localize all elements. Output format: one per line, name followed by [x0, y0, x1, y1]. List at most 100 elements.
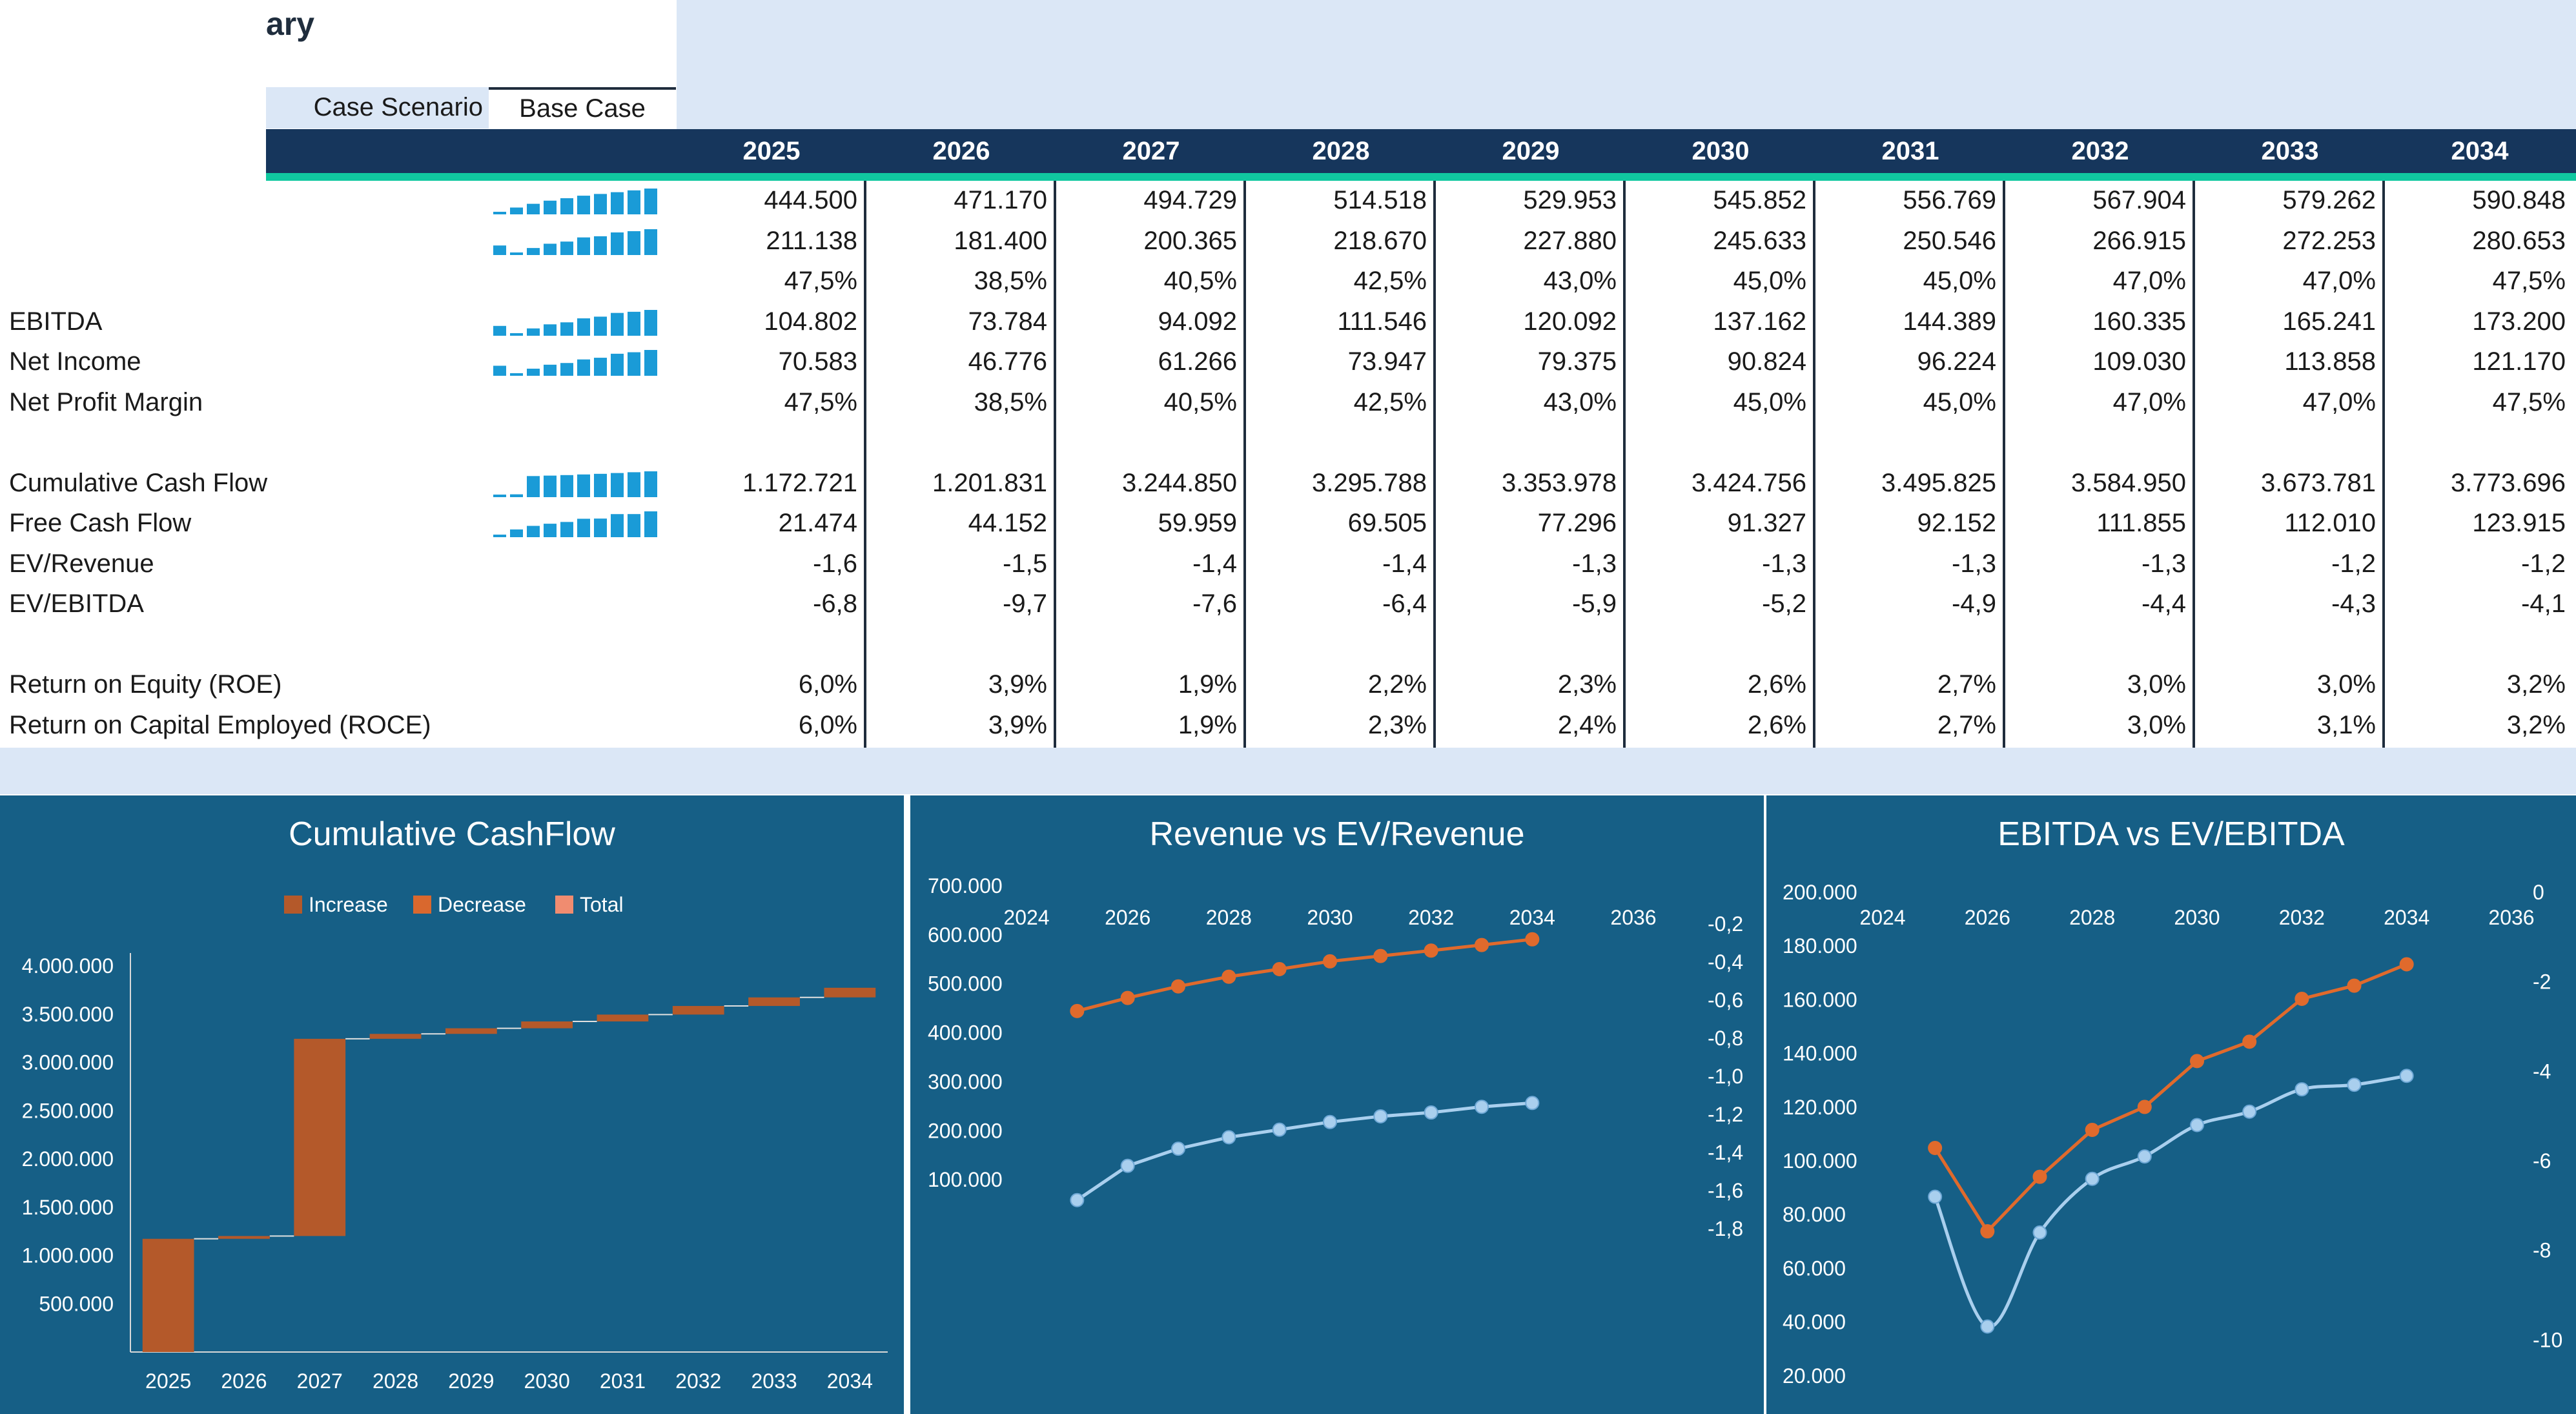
table-cell[interactable]: 42,5% [1353, 387, 1427, 416]
table-cell[interactable]: 2,3% [1367, 710, 1427, 739]
table-cell[interactable]: 70.583 [778, 347, 857, 376]
table-cell[interactable]: 2,4% [1557, 710, 1617, 739]
scenario-dropdown[interactable]: Base Case [489, 87, 676, 128]
table-cell[interactable]: -4,1 [2521, 589, 2566, 618]
table-cell[interactable]: 1.201.831 [932, 468, 1047, 497]
table-cell[interactable]: 77.296 [1537, 509, 1617, 537]
table-cell[interactable]: 92.152 [1917, 509, 1996, 537]
table-cell[interactable]: -4,3 [2331, 589, 2376, 618]
table-cell[interactable]: 227.880 [1523, 226, 1617, 255]
table-cell[interactable]: 47,5% [2492, 387, 2566, 416]
table-cell[interactable]: 218.670 [1333, 226, 1427, 255]
table-cell[interactable]: 120.092 [1523, 307, 1617, 336]
table-cell[interactable]: 144.389 [1903, 307, 1996, 336]
table-cell[interactable]: 69.505 [1347, 509, 1427, 537]
table-cell[interactable]: -4,4 [2142, 589, 2186, 618]
table-cell[interactable]: 272.253 [2282, 226, 2376, 255]
table-cell[interactable]: 2,6% [1747, 670, 1806, 699]
table-cell[interactable]: 123.915 [2472, 509, 2566, 537]
table-cell[interactable]: -4,9 [1952, 589, 1996, 618]
table-cell[interactable]: 111.546 [1337, 307, 1427, 336]
table-cell[interactable]: 3,0% [2127, 670, 2186, 699]
table-cell[interactable]: 43,0% [1543, 267, 1617, 295]
table-cell[interactable]: 47,0% [2112, 387, 2186, 416]
table-cell[interactable]: 59.959 [1158, 509, 1237, 537]
table-cell[interactable]: 494.729 [1143, 186, 1237, 214]
table-cell[interactable]: 590.848 [2472, 186, 2566, 214]
table-cell[interactable]: 3.495.825 [1881, 468, 1996, 497]
table-cell[interactable]: 181.400 [954, 226, 1047, 255]
table-cell[interactable]: 579.262 [2282, 186, 2376, 214]
table-cell[interactable]: 3,2% [2506, 710, 2566, 739]
table-cell[interactable]: 73.784 [968, 307, 1047, 336]
table-cell[interactable]: 567.904 [2092, 186, 2186, 214]
table-cell[interactable]: -1,2 [2521, 549, 2566, 578]
table-cell[interactable]: 42,5% [1353, 267, 1427, 295]
table-cell[interactable]: 211.138 [766, 226, 857, 255]
table-cell[interactable]: 1,9% [1178, 710, 1237, 739]
table-cell[interactable]: 6,0% [798, 670, 857, 699]
table-cell[interactable]: 3.424.756 [1692, 468, 1806, 497]
table-cell[interactable]: -1,5 [1003, 549, 1047, 578]
table-cell[interactable]: 47,5% [2492, 267, 2566, 295]
table-cell[interactable]: 45,0% [1923, 387, 1996, 416]
table-cell[interactable]: 3,0% [2127, 710, 2186, 739]
table-cell[interactable]: 245.633 [1713, 226, 1806, 255]
table-cell[interactable]: 47,0% [2112, 267, 2186, 295]
table-cell[interactable]: 3.295.788 [1312, 468, 1427, 497]
table-cell[interactable]: 40,5% [1163, 267, 1237, 295]
table-cell[interactable]: 280.653 [2472, 226, 2566, 255]
table-cell[interactable]: 94.092 [1158, 307, 1237, 336]
table-cell[interactable]: 73.947 [1347, 347, 1427, 376]
table-cell[interactable]: -9,7 [1003, 589, 1047, 618]
table-cell[interactable]: 47,0% [2302, 267, 2376, 295]
table-cell[interactable]: 266.915 [2092, 226, 2186, 255]
table-cell[interactable]: 47,5% [784, 267, 857, 295]
table-cell[interactable]: 3.673.781 [2261, 468, 2376, 497]
table-cell[interactable]: 3,9% [988, 710, 1047, 739]
table-cell[interactable]: 444.500 [764, 186, 857, 214]
table-cell[interactable]: 556.769 [1903, 186, 1996, 214]
table-cell[interactable]: 43,0% [1543, 387, 1617, 416]
table-cell[interactable]: 44.152 [968, 509, 1047, 537]
table-cell[interactable]: 46.776 [968, 347, 1047, 376]
table-cell[interactable]: 160.335 [2092, 307, 2186, 336]
table-cell[interactable]: 471.170 [954, 186, 1047, 214]
table-cell[interactable]: -1,4 [1382, 549, 1427, 578]
table-cell[interactable]: -1,6 [813, 549, 857, 578]
table-cell[interactable]: 1.172.721 [742, 468, 857, 497]
table-cell[interactable]: -1,2 [2331, 549, 2376, 578]
table-cell[interactable]: 3.773.696 [2451, 468, 2566, 497]
table-cell[interactable]: 61.266 [1158, 347, 1237, 376]
table-cell[interactable]: 3.353.978 [1502, 468, 1617, 497]
table-cell[interactable]: 2,3% [1557, 670, 1617, 699]
table-cell[interactable]: -1,3 [1952, 549, 1996, 578]
table-cell[interactable]: 3.244.850 [1122, 468, 1237, 497]
table-cell[interactable]: 6,0% [798, 710, 857, 739]
table-cell[interactable]: -5,9 [1572, 589, 1617, 618]
table-cell[interactable]: 112.010 [2284, 509, 2376, 537]
table-cell[interactable]: 21.474 [778, 509, 857, 537]
table-cell[interactable]: 173.200 [2472, 307, 2566, 336]
table-cell[interactable]: 104.802 [764, 307, 857, 336]
table-cell[interactable]: 3,1% [2316, 710, 2376, 739]
table-cell[interactable]: 250.546 [1903, 226, 1996, 255]
table-cell[interactable]: -1,3 [2142, 549, 2186, 578]
table-cell[interactable]: 47,5% [784, 387, 857, 416]
table-cell[interactable]: 38,5% [974, 387, 1047, 416]
table-cell[interactable]: 514.518 [1333, 186, 1427, 214]
table-cell[interactable]: 38,5% [974, 267, 1047, 295]
table-cell[interactable]: 121.170 [2472, 347, 2566, 376]
table-cell[interactable]: 45,0% [1923, 267, 1996, 295]
table-cell[interactable]: 2,6% [1747, 710, 1806, 739]
table-cell[interactable]: 45,0% [1733, 267, 1806, 295]
table-cell[interactable]: 2,7% [1937, 670, 1996, 699]
table-cell[interactable]: 3,2% [2506, 670, 2566, 699]
table-cell[interactable]: -1,3 [1762, 549, 1806, 578]
table-cell[interactable]: 91.327 [1727, 509, 1806, 537]
table-cell[interactable]: 79.375 [1537, 347, 1617, 376]
table-cell[interactable]: 165.241 [2282, 307, 2376, 336]
table-cell[interactable]: 2,7% [1937, 710, 1996, 739]
table-cell[interactable]: -6,8 [813, 589, 857, 618]
table-cell[interactable]: 3,0% [2316, 670, 2376, 699]
